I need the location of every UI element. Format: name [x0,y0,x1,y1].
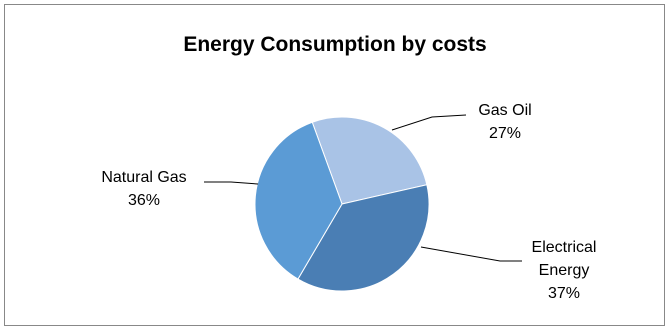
pie-slice-natural-gas [254,121,343,280]
pie-slice-gas-oil [311,116,428,205]
leader-line [420,246,522,262]
slice-label-name: Gas Oil [478,102,532,119]
slice-label-percent: 36% [127,192,161,209]
slice-label-natural-gas: Natural Gas 36% [84,166,204,212]
chart-title: Energy Consumption by costs [183,33,487,56]
pie-slice-electrical-energy [297,184,430,292]
leader-line [391,114,467,131]
leader-line [204,181,259,185]
pie-slices [254,116,430,292]
leader-lines [204,114,522,262]
slice-label-name-line1: Electrical [531,239,597,256]
slice-label-name: Natural Gas [101,169,187,186]
slice-label-gas-oil: Gas Oil 27% [455,99,555,145]
slice-label-percent: 37% [547,285,581,302]
slice-label-name-line2: Energy [538,262,590,279]
slice-label-electrical-energy: Electrical Energy 37% [514,236,614,305]
slice-label-percent: 27% [488,125,522,142]
